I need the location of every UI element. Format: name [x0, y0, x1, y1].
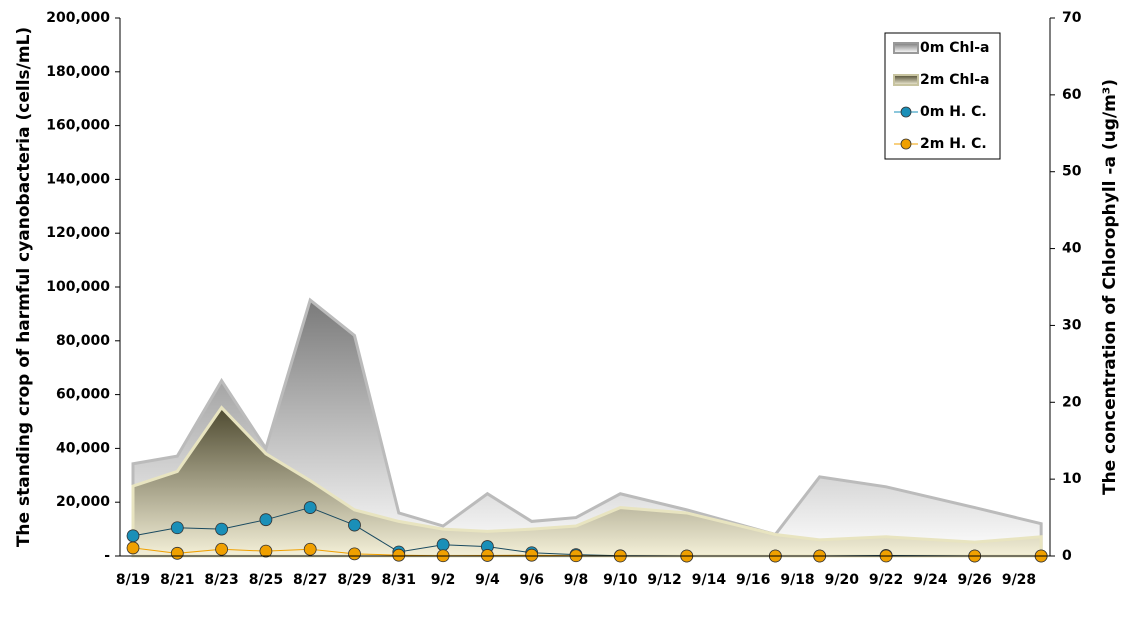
- x-tick-label: 8/29: [337, 572, 371, 588]
- x-tick-label: 8/21: [160, 572, 194, 588]
- marker: [303, 542, 317, 556]
- legend-label: 0m H. C.: [920, 104, 987, 120]
- marker: [259, 513, 273, 527]
- x-tick-label: 9/26: [958, 572, 992, 588]
- y-tick-label: 120,000: [46, 225, 110, 241]
- x-tick-label: 9/2: [431, 572, 456, 588]
- y2-tick-label: 0: [1062, 548, 1072, 564]
- legend-swatch: [893, 42, 919, 54]
- y-axis-title: The standing crop of harmful cyanobacter…: [14, 27, 34, 547]
- marker: [126, 529, 140, 543]
- y-tick-label: -: [104, 548, 110, 564]
- marker: [348, 518, 361, 532]
- y2-tick-label: 30: [1062, 317, 1082, 333]
- x-tick-label: 8/25: [249, 572, 283, 588]
- legend-label: 2m Chl-a: [920, 72, 990, 88]
- x-tick-label: 9/28: [1002, 572, 1036, 588]
- marker: [436, 538, 450, 552]
- x-tick-label: 9/22: [869, 572, 903, 588]
- x-tick-label: 8/27: [293, 572, 327, 588]
- legend-label: 2m H. C.: [920, 136, 987, 152]
- x-tick-label: 9/8: [564, 572, 589, 588]
- y-tick-label: 160,000: [46, 118, 110, 134]
- x-tick-label: 9/6: [519, 572, 544, 588]
- marker: [348, 547, 361, 561]
- x-tick-label: 8/23: [204, 572, 238, 588]
- marker: [480, 549, 494, 562]
- y2-axis-title: The concentration of Chlorophyll -a (ug/…: [1100, 79, 1120, 495]
- y-tick-label: 20,000: [56, 494, 110, 510]
- legend-marker: [900, 106, 912, 118]
- marker: [259, 544, 273, 558]
- x-tick-label: 9/14: [692, 572, 727, 588]
- y-tick-label: 140,000: [46, 171, 110, 187]
- y2-tick-label: 60: [1062, 87, 1082, 103]
- x-tick-label: 8/31: [382, 572, 416, 588]
- x-tick-label: 9/18: [780, 572, 814, 588]
- plot-area: [126, 297, 1048, 563]
- y2-tick-label: 70: [1062, 10, 1082, 26]
- marker: [215, 522, 229, 536]
- legend-swatch: [893, 74, 919, 86]
- y-tick-label: 180,000: [46, 64, 110, 80]
- x-tick-label: 9/4: [475, 572, 500, 588]
- x-tick-label: 9/12: [647, 572, 681, 588]
- y-tick-label: 40,000: [56, 440, 110, 456]
- marker: [392, 548, 406, 562]
- x-tick-label: 9/20: [825, 572, 860, 588]
- legend-marker: [900, 138, 912, 150]
- y-tick-label: 80,000: [56, 333, 110, 349]
- y-tick-label: 60,000: [56, 387, 110, 403]
- y2-tick-label: 40: [1062, 241, 1082, 257]
- marker: [126, 541, 140, 555]
- x-tick-label: 9/16: [736, 572, 770, 588]
- y-tick-label: 200,000: [46, 10, 110, 26]
- marker: [525, 548, 539, 562]
- y2-tick-label: 50: [1062, 164, 1082, 180]
- y-tick-label: 100,000: [46, 279, 110, 295]
- x-tick-label: 8/19: [116, 572, 150, 588]
- area: [131, 405, 1043, 558]
- y2-tick-label: 10: [1062, 471, 1082, 487]
- area: [131, 297, 1043, 558]
- x-tick-label: 9/10: [603, 572, 638, 588]
- marker: [215, 542, 229, 556]
- legend-label: 0m Chl-a: [920, 40, 990, 56]
- y2-tick-label: 20: [1062, 394, 1082, 410]
- marker: [170, 546, 184, 560]
- x-tick-label: 9/24: [913, 572, 948, 588]
- marker: [170, 521, 184, 535]
- marker: [303, 501, 317, 514]
